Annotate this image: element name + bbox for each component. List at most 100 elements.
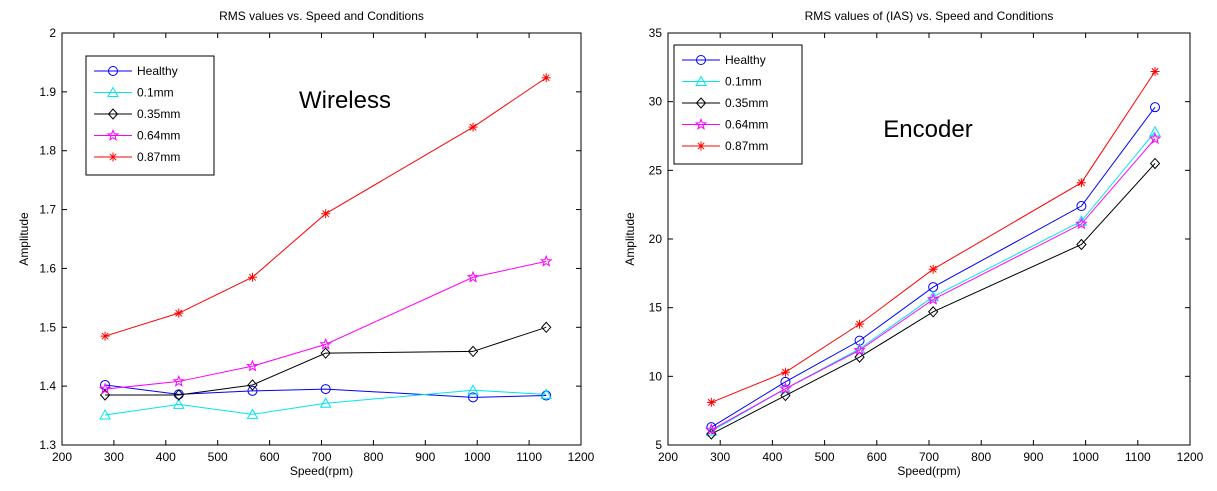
data-point [854,351,865,363]
data-point [928,264,938,274]
series-line [105,384,547,398]
data-point [1150,66,1160,76]
x-tick-label: 400 [156,450,176,464]
x-tick-label: 600 [867,450,887,464]
legend-item-0-35mm: 0.35mm [682,96,768,110]
legend-marker [694,117,708,130]
legend-box [85,55,215,176]
x-tick-label: 800 [363,450,383,464]
legend-marker [696,141,706,151]
y-tick-label: 20 [649,232,663,246]
x-tick-label: 900 [415,450,435,464]
legend-item-0-1mm: 0.1mm [682,75,762,89]
data-point [99,408,111,420]
data-point [541,73,551,83]
data-point [705,423,718,436]
data-point [321,209,331,219]
data-point [247,385,258,396]
series-line [711,106,1156,428]
data-point [319,337,332,350]
y-tick-label: 35 [649,26,663,40]
x-tick-label: 1200 [568,450,595,464]
x-tick-label: 700 [311,450,331,464]
x-axis-label: Speed(rpm) [290,464,353,478]
y-axis-label: Amplitude [17,212,31,266]
legend-item-healthy: Healthy [682,53,766,67]
x-tick-label: 500 [208,450,228,464]
legend-label: 0.1mm [137,86,174,100]
legend-label: 0.35mm [725,96,768,110]
legend-label: 0.87mm [725,139,768,153]
x-tick-label: 200 [52,450,72,464]
legend-label: 0.35mm [137,107,180,121]
data-point [246,359,259,372]
y-tick-label: 1.9 [39,85,56,99]
legend-marker [695,97,707,109]
legend: Healthy 0.1mm 0.35mm 0.64mm 0.87mm [673,44,803,165]
x-tick-label: 1100 [516,450,542,464]
series-line [711,163,1156,435]
y-tick-label: 1.4 [39,379,56,393]
data-point [541,390,552,401]
legend-label: 0.64mm [725,118,768,132]
y-tick-label: 1.5 [39,320,56,334]
x-tick-label: 1000 [1072,450,1099,464]
legend-item-0-1mm: 0.1mm [94,86,174,100]
data-point [468,392,479,403]
x-tick-label: 1100 [1125,450,1151,464]
data-point [174,308,184,318]
x-tick-label: 1200 [1177,450,1204,464]
series-0-87mm [706,66,1160,407]
data-point [466,270,480,283]
data-point [98,382,112,395]
x-tick-label: 900 [1023,450,1043,464]
data-point [320,384,331,395]
legend-item-0-87mm: 0.87mm [682,139,768,153]
legend-marker [107,86,119,97]
chart-title: RMS values vs. Speed and Conditions [219,9,424,23]
data-point [855,319,865,329]
series-0-87mm [100,73,551,341]
chart-annotation: Encoder [883,116,972,143]
x-tick-label: 200 [658,450,678,464]
data-point [172,374,186,387]
y-tick-label: 2 [49,26,56,40]
x-tick-label: 500 [815,450,835,464]
series-line [105,260,547,390]
x-axis-label: Speed(rpm) [897,464,960,478]
data-point [780,389,791,402]
data-point [172,398,185,409]
data-point [780,376,791,387]
legend-marker [696,55,706,65]
series-0-1mm [99,384,553,420]
legend-item-healthy: Healthy [94,64,178,78]
y-tick-label: 1.6 [39,261,56,275]
y-tick-label: 10 [649,369,663,383]
legend-marker [108,152,118,162]
series-0-64mm [98,254,553,395]
legend-marker [108,66,118,76]
data-point [1150,102,1161,113]
data-point [1076,201,1087,212]
y-tick-label: 1.8 [39,144,56,158]
legend-label: 0.64mm [137,129,180,143]
data-point [1148,132,1162,145]
series-line [104,77,547,337]
x-tick-label: 700 [919,450,939,464]
legend-label: Healthy [137,64,178,78]
data-point [467,384,479,395]
data-point [247,272,257,282]
data-point [467,345,479,358]
x-tick-label: 1000 [464,450,491,464]
chart-1: RMS values vs. Speed and Conditions 200 30… [17,9,595,478]
data-point [706,397,716,407]
legend-label: 0.87mm [137,150,180,164]
data-point [853,343,866,356]
chart-annotation: Wireless [299,87,391,114]
legend: Healthy 0.1mm 0.35mm 0.64mm 0.87mm [85,55,215,176]
data-point [246,408,259,419]
series-0-64mm [705,132,1162,436]
data-point [541,321,552,334]
legend-item-0-87mm: 0.87mm [94,150,180,164]
y-tick-label: 30 [649,95,663,109]
